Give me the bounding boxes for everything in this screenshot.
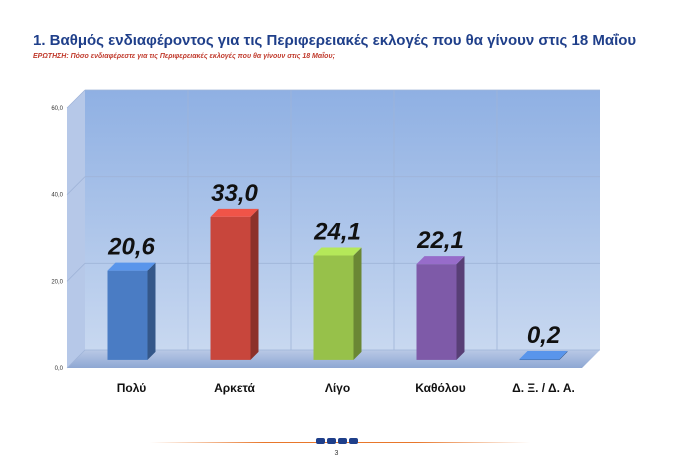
- bar-front: [313, 255, 354, 360]
- bar: [519, 351, 568, 361]
- bar-side: [353, 247, 362, 360]
- bar-front: [210, 216, 251, 360]
- category-label: Αρκετά: [214, 381, 255, 395]
- bar: [416, 256, 465, 360]
- bar-top: [107, 262, 156, 271]
- bar-top: [210, 208, 259, 217]
- bar-value-label: 20,6: [107, 234, 155, 261]
- bar-front: [416, 264, 457, 360]
- gridline-side: [66, 349, 86, 369]
- y-tick-label: 0,0: [55, 366, 64, 372]
- gridline-side: [66, 176, 86, 195]
- left-wall: [67, 90, 85, 368]
- bar-side: [559, 351, 568, 360]
- bar-value-label: 24,1: [313, 218, 361, 245]
- bar-value-label: 0,2: [527, 322, 561, 349]
- category-label: Πολύ: [117, 381, 146, 395]
- category-label: Καθόλου: [415, 381, 465, 395]
- bar-top: [416, 256, 465, 265]
- bar-front: [519, 359, 560, 361]
- bar: [107, 262, 156, 360]
- survey-question: ΕΡΩΤΗΣΗ: Πόσο ενδιαφέρεστε για τις Περιφ…: [33, 53, 335, 60]
- labels-group: 20,6 Πολύ 33,0 Αρκετά 24,1 Λίγο 22,1 Καθόλου 0,2…: [107, 180, 575, 395]
- category-label: Λίγο: [325, 381, 350, 395]
- gridline-side: [66, 263, 86, 282]
- chart-title: 1. Βαθμός ενδιαφέροντος για τις Περιφερε…: [33, 32, 637, 49]
- y-tick-label: 40,0: [51, 193, 63, 199]
- y-tick-label: 60,0: [51, 106, 63, 112]
- bar-value-label: 33,0: [211, 180, 258, 207]
- bar-front: [107, 270, 148, 360]
- footer-logo: [313, 436, 361, 446]
- bar-top: [313, 247, 362, 256]
- y-tick-label: 20,0: [51, 279, 63, 285]
- page-number: 3: [334, 450, 339, 457]
- bar-side: [147, 262, 156, 360]
- bar-value-label: 22,1: [416, 227, 464, 254]
- bar: [210, 208, 259, 360]
- bar-side: [250, 208, 259, 360]
- bar: [313, 247, 362, 360]
- bars-group: [107, 208, 568, 361]
- y-axis: 0,0 20,0 40,0 60,0: [51, 106, 63, 372]
- bar-top: [519, 351, 568, 360]
- gridline-side: [66, 89, 86, 109]
- category-label: Δ. Ξ. / Δ. Α.: [512, 381, 575, 395]
- bar-side: [456, 256, 465, 360]
